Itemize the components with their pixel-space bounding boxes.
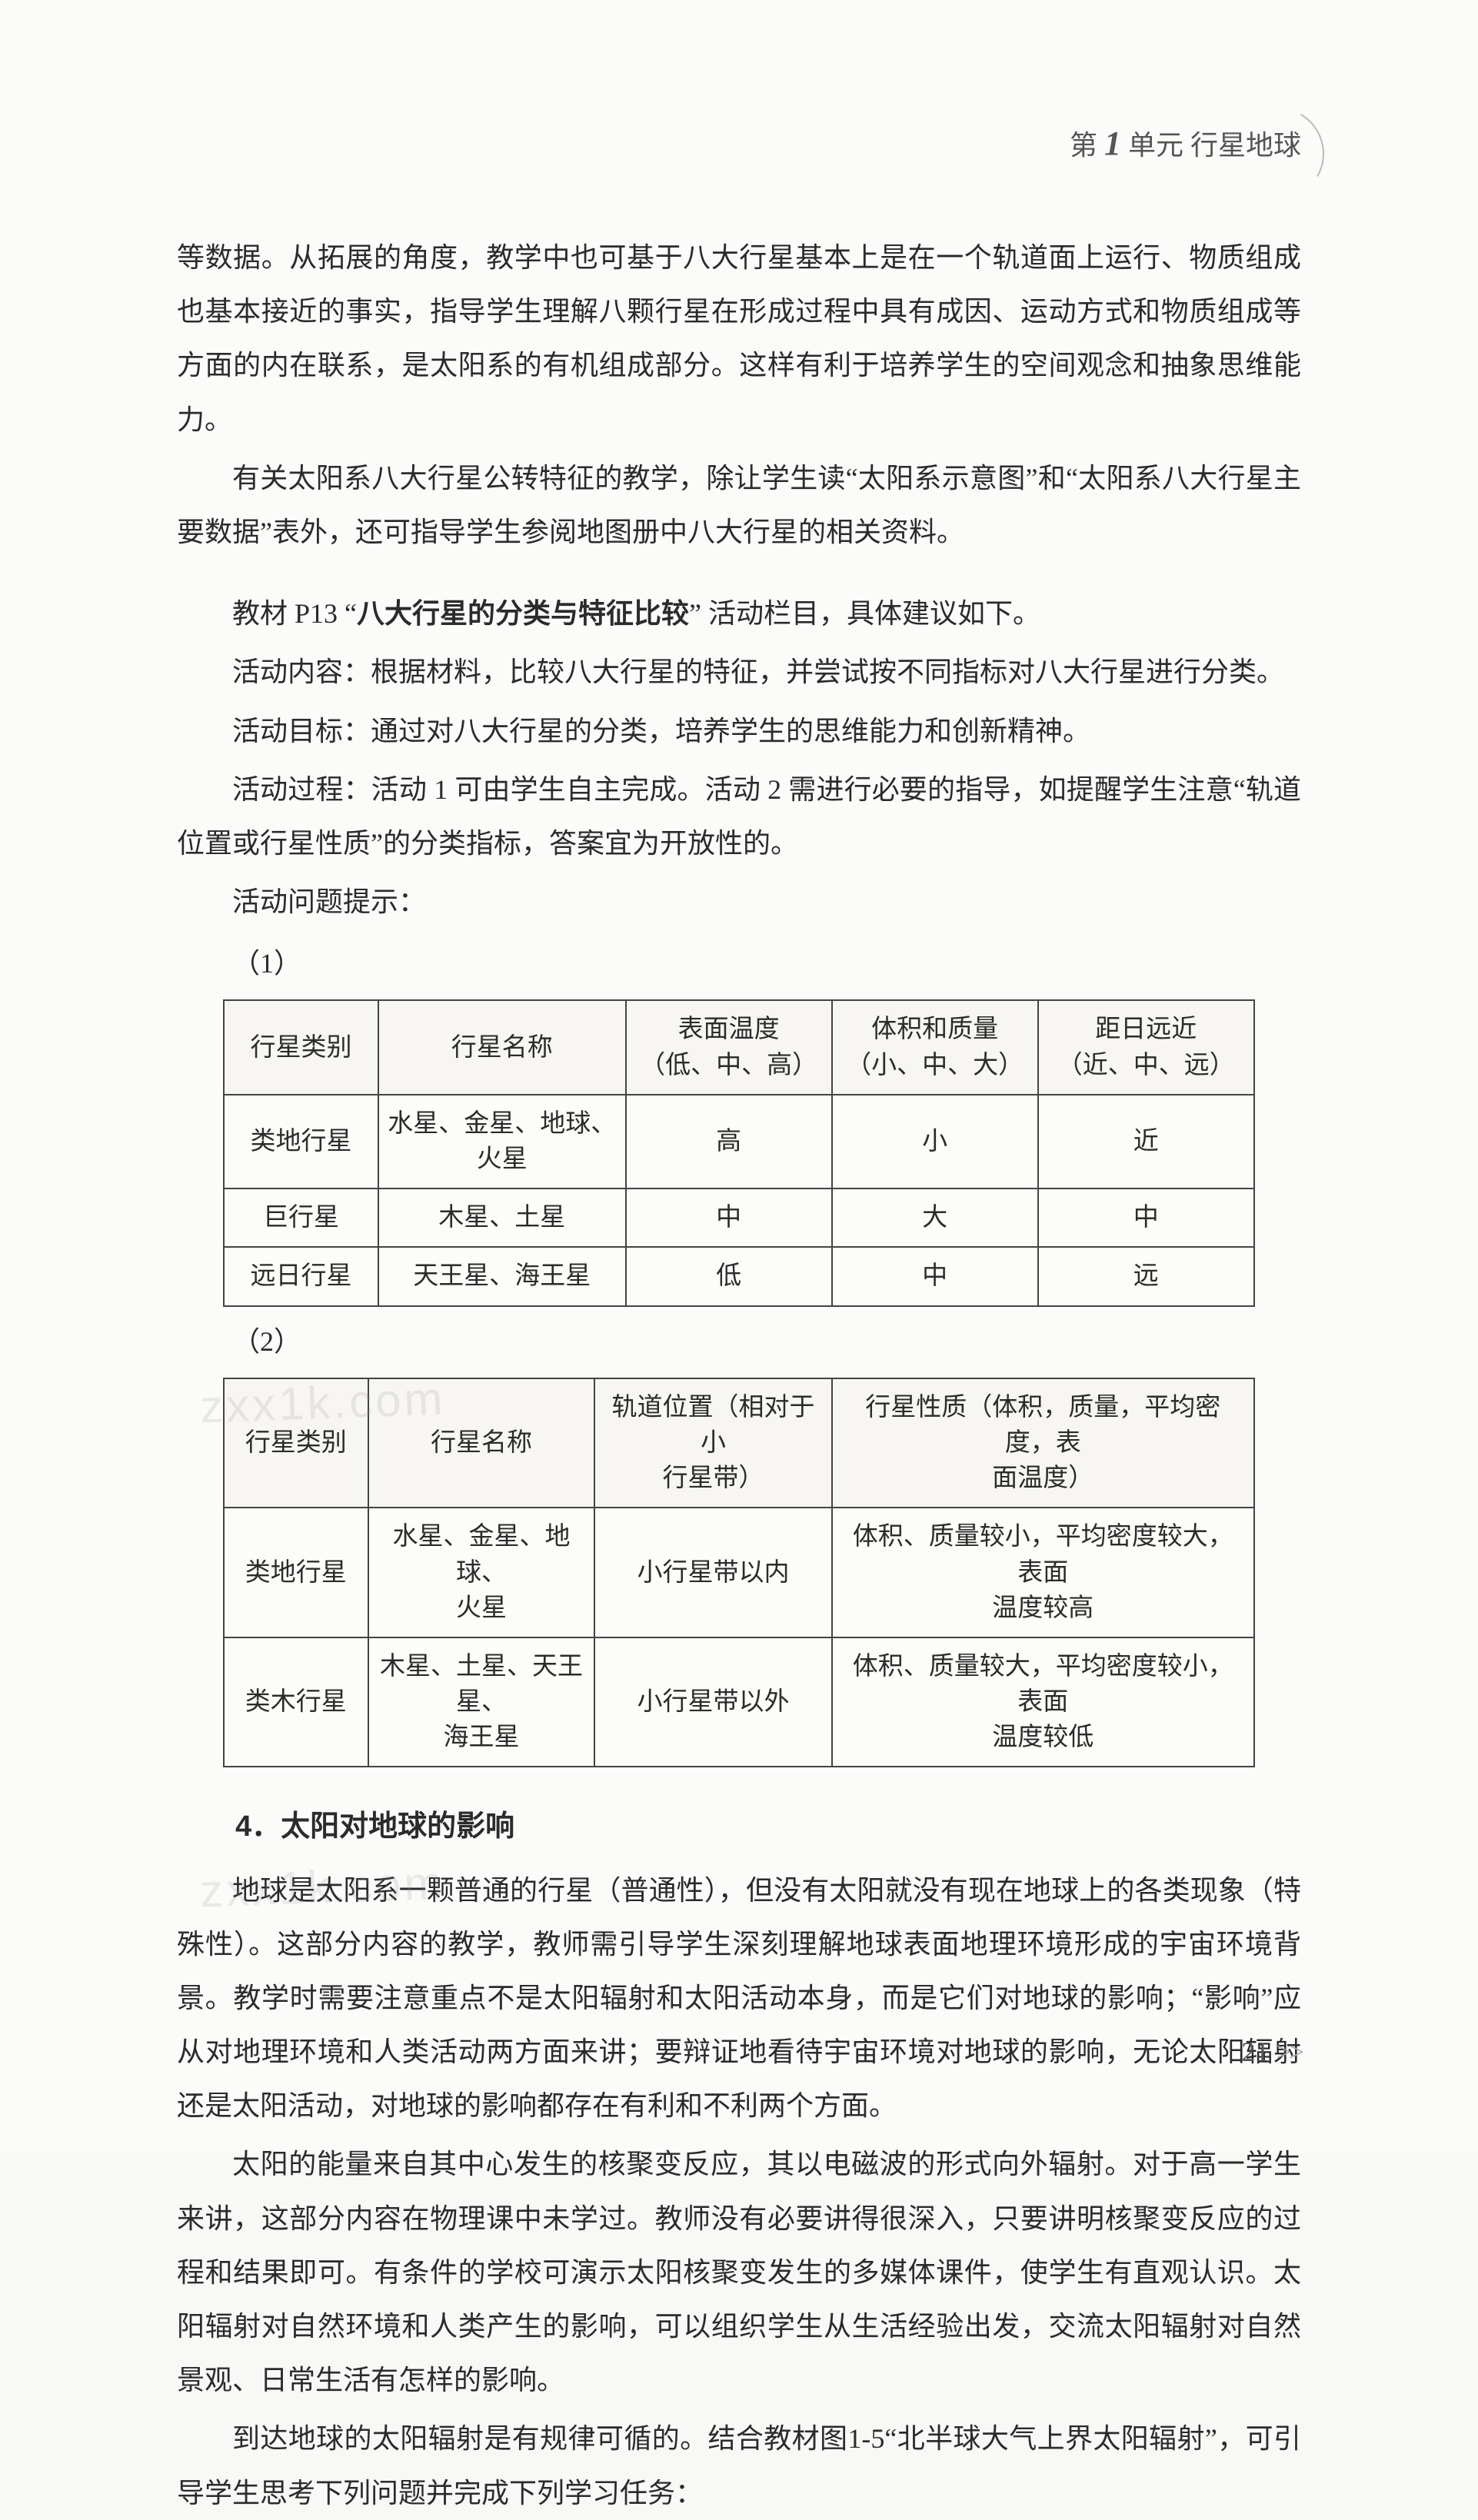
- paragraph: 教材 P13 “八大行星的分类与特征比较” 活动栏目，具体建议如下。: [177, 587, 1301, 640]
- page-header: 第 1 单元 行星地球: [1070, 123, 1301, 163]
- header-unit-number: 1: [1104, 125, 1121, 162]
- table-header-cell: 行星类别: [224, 1000, 378, 1094]
- paragraph: 有关太阳系八大行星公转特征的教学，除让学生读“太阳系示意图”和“太阳系八大行星主…: [177, 451, 1301, 559]
- table-header-cell: 轨道位置（相对于小行星带）: [594, 1378, 831, 1508]
- table-cell: 中: [626, 1189, 832, 1247]
- list-label-1: （1）: [177, 936, 1301, 990]
- table-cell: 高: [626, 1095, 832, 1189]
- table-cell: 类地行星: [224, 1508, 368, 1637]
- table-cell: 近: [1038, 1095, 1254, 1189]
- table-header-cell: 体积和质量（小、中、大）: [832, 1000, 1038, 1094]
- table-cell: 水星、金星、地球、火星: [378, 1095, 626, 1189]
- paragraph: 等数据。从拓展的角度，教学中也可基于八大行星基本上是在一个轨道面上运行、物质组成…: [177, 231, 1301, 447]
- table-header-row: 行星类别 行星名称 轨道位置（相对于小行星带） 行星性质（体积，质量，平均密度，…: [224, 1378, 1254, 1508]
- paragraph: 到达地球的太阳辐射是有规律可循的。结合教材图1-5“北半球大气上界太阳辐射”，可…: [177, 2412, 1301, 2519]
- table-cell: 类木行星: [224, 1637, 368, 1767]
- table-cell: 远: [1038, 1247, 1254, 1305]
- paragraph: 地球是太阳系一颗普通的行星（普通性），但没有太阳就没有现在地球上的各类现象（特殊…: [177, 1863, 1301, 2133]
- bold-text: 八大行星的分类与特征比较: [357, 598, 689, 629]
- header-prefix: 第: [1070, 130, 1097, 161]
- page: 第 1 单元 行星地球 等数据。从拓展的角度，教学中也可基于八大行星基本上是在一…: [0, 0, 1478, 2153]
- page-number: 21 >>: [1241, 2036, 1301, 2068]
- page-number-value: 21: [1241, 2036, 1269, 2067]
- table-row: 远日行星 天王星、海王星 低 中 远: [224, 1247, 1254, 1305]
- table-cell: 木星、土星、天王星、海王星: [368, 1637, 595, 1767]
- table-cell: 中: [832, 1247, 1038, 1305]
- table-cell: 小行星带以外: [594, 1637, 831, 1767]
- planet-classification-table-1: 行星类别 行星名称 表面温度（低、中、高） 体积和质量（小、中、大） 距日远近（…: [223, 999, 1255, 1306]
- table-row: 巨行星 木星、土星 中 大 中: [224, 1189, 1254, 1247]
- planet-classification-table-2: 行星类别 行星名称 轨道位置（相对于小行星带） 行星性质（体积，质量，平均密度，…: [223, 1378, 1255, 1768]
- table-cell: 水星、金星、地球、火星: [368, 1508, 595, 1637]
- table-cell: 木星、土星: [378, 1189, 626, 1247]
- page-number-arrows: >>: [1276, 2036, 1301, 2067]
- paragraph: 活动内容：根据材料，比较八大行星的特征，并尝试按不同指标对八大行星进行分类。: [177, 645, 1301, 699]
- table-header-cell: 行星名称: [368, 1378, 595, 1508]
- table-row: 类地行星 水星、金星、地球、火星 小行星带以内 体积、质量较小，平均密度较大，表…: [224, 1508, 1254, 1637]
- table-header-cell: 距日远近（近、中、远）: [1038, 1000, 1254, 1094]
- text-fragment: ” 活动栏目，具体建议如下。: [689, 598, 1040, 629]
- table-cell: 体积、质量较小，平均密度较大，表面温度较高: [832, 1508, 1254, 1637]
- body-text: 等数据。从拓展的角度，教学中也可基于八大行星基本上是在一个轨道面上运行、物质组成…: [177, 231, 1301, 2520]
- table-cell: 类地行星: [224, 1095, 378, 1189]
- section-heading: 4．太阳对地球的影响: [177, 1798, 1301, 1855]
- table-header-cell: 行星性质（体积，质量，平均密度，表面温度）: [832, 1378, 1254, 1508]
- paragraph: 太阳的能量来自其中心发生的核聚变反应，其以电磁波的形式向外辐射。对于高一学生来讲…: [177, 2137, 1301, 2407]
- table-2-wrap: 行星类别 行星名称 轨道位置（相对于小行星带） 行星性质（体积，质量，平均密度，…: [223, 1378, 1255, 1768]
- paragraph: 活动过程：活动 1 可由学生自主完成。活动 2 需进行必要的指导，如提醒学生注意…: [177, 763, 1301, 870]
- header-arc-decoration: [1222, 98, 1335, 211]
- table-cell: 中: [1038, 1189, 1254, 1247]
- table-header-row: 行星类别 行星名称 表面温度（低、中、高） 体积和质量（小、中、大） 距日远近（…: [224, 1000, 1254, 1094]
- paragraph: 活动问题提示：: [177, 875, 1301, 929]
- text-fragment: 教材 P13 “: [232, 598, 357, 629]
- table-cell: 大: [832, 1189, 1038, 1247]
- table-header-cell: 表面温度（低、中、高）: [626, 1000, 832, 1094]
- table-header-cell: 行星类别: [224, 1378, 368, 1508]
- table-cell: 巨行星: [224, 1189, 378, 1247]
- table-1-wrap: 行星类别 行星名称 表面温度（低、中、高） 体积和质量（小、中、大） 距日远近（…: [223, 999, 1255, 1306]
- header-unit-label: 单元: [1128, 130, 1183, 161]
- table-cell: 小: [832, 1095, 1038, 1189]
- table-row: 类地行星 水星、金星、地球、火星 高 小 近: [224, 1095, 1254, 1189]
- list-label-2: （2）: [177, 1315, 1301, 1368]
- table-cell: 小行星带以内: [594, 1508, 831, 1637]
- paragraph: 活动目标：通过对八大行星的分类，培养学生的思维能力和创新精神。: [177, 704, 1301, 758]
- table-cell: 远日行星: [224, 1247, 378, 1305]
- table-header-cell: 行星名称: [378, 1000, 626, 1094]
- table-cell: 低: [626, 1247, 832, 1305]
- table-row: 类木行星 木星、土星、天王星、海王星 小行星带以外 体积、质量较大，平均密度较小…: [224, 1637, 1254, 1767]
- table-cell: 体积、质量较大，平均密度较小，表面温度较低: [832, 1637, 1254, 1767]
- table-cell: 天王星、海王星: [378, 1247, 626, 1305]
